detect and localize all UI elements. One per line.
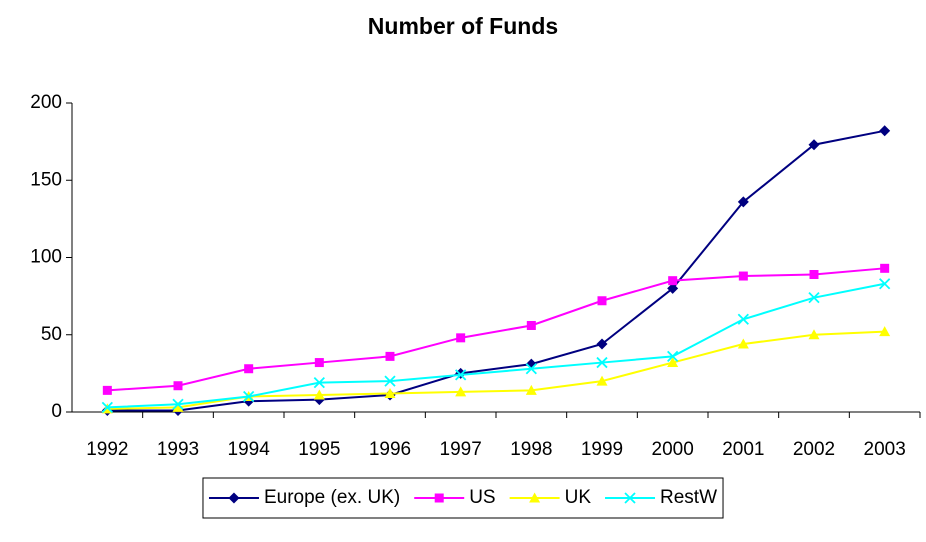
y-tick-label: 150 <box>30 169 62 190</box>
x-tick-label: 1997 <box>440 439 482 460</box>
marker <box>808 139 820 151</box>
y-tick-label: 200 <box>30 92 62 113</box>
marker <box>385 351 395 361</box>
x-tick-label: 1993 <box>157 439 199 460</box>
marker <box>596 338 608 350</box>
marker <box>880 263 890 273</box>
marker <box>668 276 678 286</box>
marker <box>879 125 891 137</box>
series-line <box>107 129 885 412</box>
marker <box>525 384 537 395</box>
x-tick-label: 2003 <box>864 439 906 460</box>
x-tick-label: 2001 <box>722 439 764 460</box>
series-line <box>107 267 885 392</box>
chart-title: Number of Funds <box>368 13 558 39</box>
marker <box>737 196 749 208</box>
x-tick-label: 2002 <box>793 439 835 460</box>
marker <box>434 493 444 503</box>
x-tick-label: 1996 <box>369 439 411 460</box>
marker <box>737 313 749 325</box>
marker <box>879 278 891 290</box>
marker <box>243 390 255 403</box>
x-tick-label: 1995 <box>298 439 340 460</box>
x-tick-label: 1992 <box>86 439 128 460</box>
y-tick-label: 0 <box>51 401 62 422</box>
marker <box>173 381 183 391</box>
marker <box>172 398 184 410</box>
legend-label: RestW <box>660 487 717 508</box>
marker <box>667 357 679 368</box>
marker <box>313 389 325 400</box>
legend-label: Europe (ex. UK) <box>264 487 400 508</box>
x-tick-label: 1999 <box>581 439 623 460</box>
marker <box>596 375 608 386</box>
marker <box>529 492 541 503</box>
marker <box>597 296 607 306</box>
marker <box>667 282 679 294</box>
marker <box>879 326 891 337</box>
legend-label: UK <box>565 487 592 508</box>
marker <box>228 492 240 504</box>
x-tick-label: 1998 <box>510 439 552 460</box>
marker <box>525 363 537 375</box>
y-tick-label: 100 <box>30 247 62 268</box>
marker <box>314 358 324 368</box>
marker <box>455 386 467 397</box>
x-tick-label: 1994 <box>228 439 271 460</box>
marker <box>667 350 679 363</box>
y-tick-label: 50 <box>41 324 62 345</box>
marker <box>808 292 820 304</box>
marker <box>384 375 396 387</box>
series-line <box>107 282 885 409</box>
marker <box>526 320 536 330</box>
marker <box>244 364 254 374</box>
marker <box>172 401 184 412</box>
legend-label: US <box>469 487 495 508</box>
series-line <box>107 330 885 410</box>
marker <box>384 387 396 398</box>
marker <box>455 367 467 379</box>
marker <box>313 377 325 389</box>
marker <box>596 356 608 369</box>
legend: Europe (ex. UK) US UK RestW <box>202 477 724 519</box>
marker <box>624 492 636 504</box>
x-tick-label: 2000 <box>652 439 694 460</box>
marker <box>455 369 467 381</box>
marker <box>738 271 748 281</box>
marker <box>809 269 819 279</box>
marker <box>737 338 749 349</box>
marker <box>808 329 820 340</box>
marker <box>456 333 466 343</box>
marker <box>102 385 112 395</box>
marker <box>101 401 113 414</box>
